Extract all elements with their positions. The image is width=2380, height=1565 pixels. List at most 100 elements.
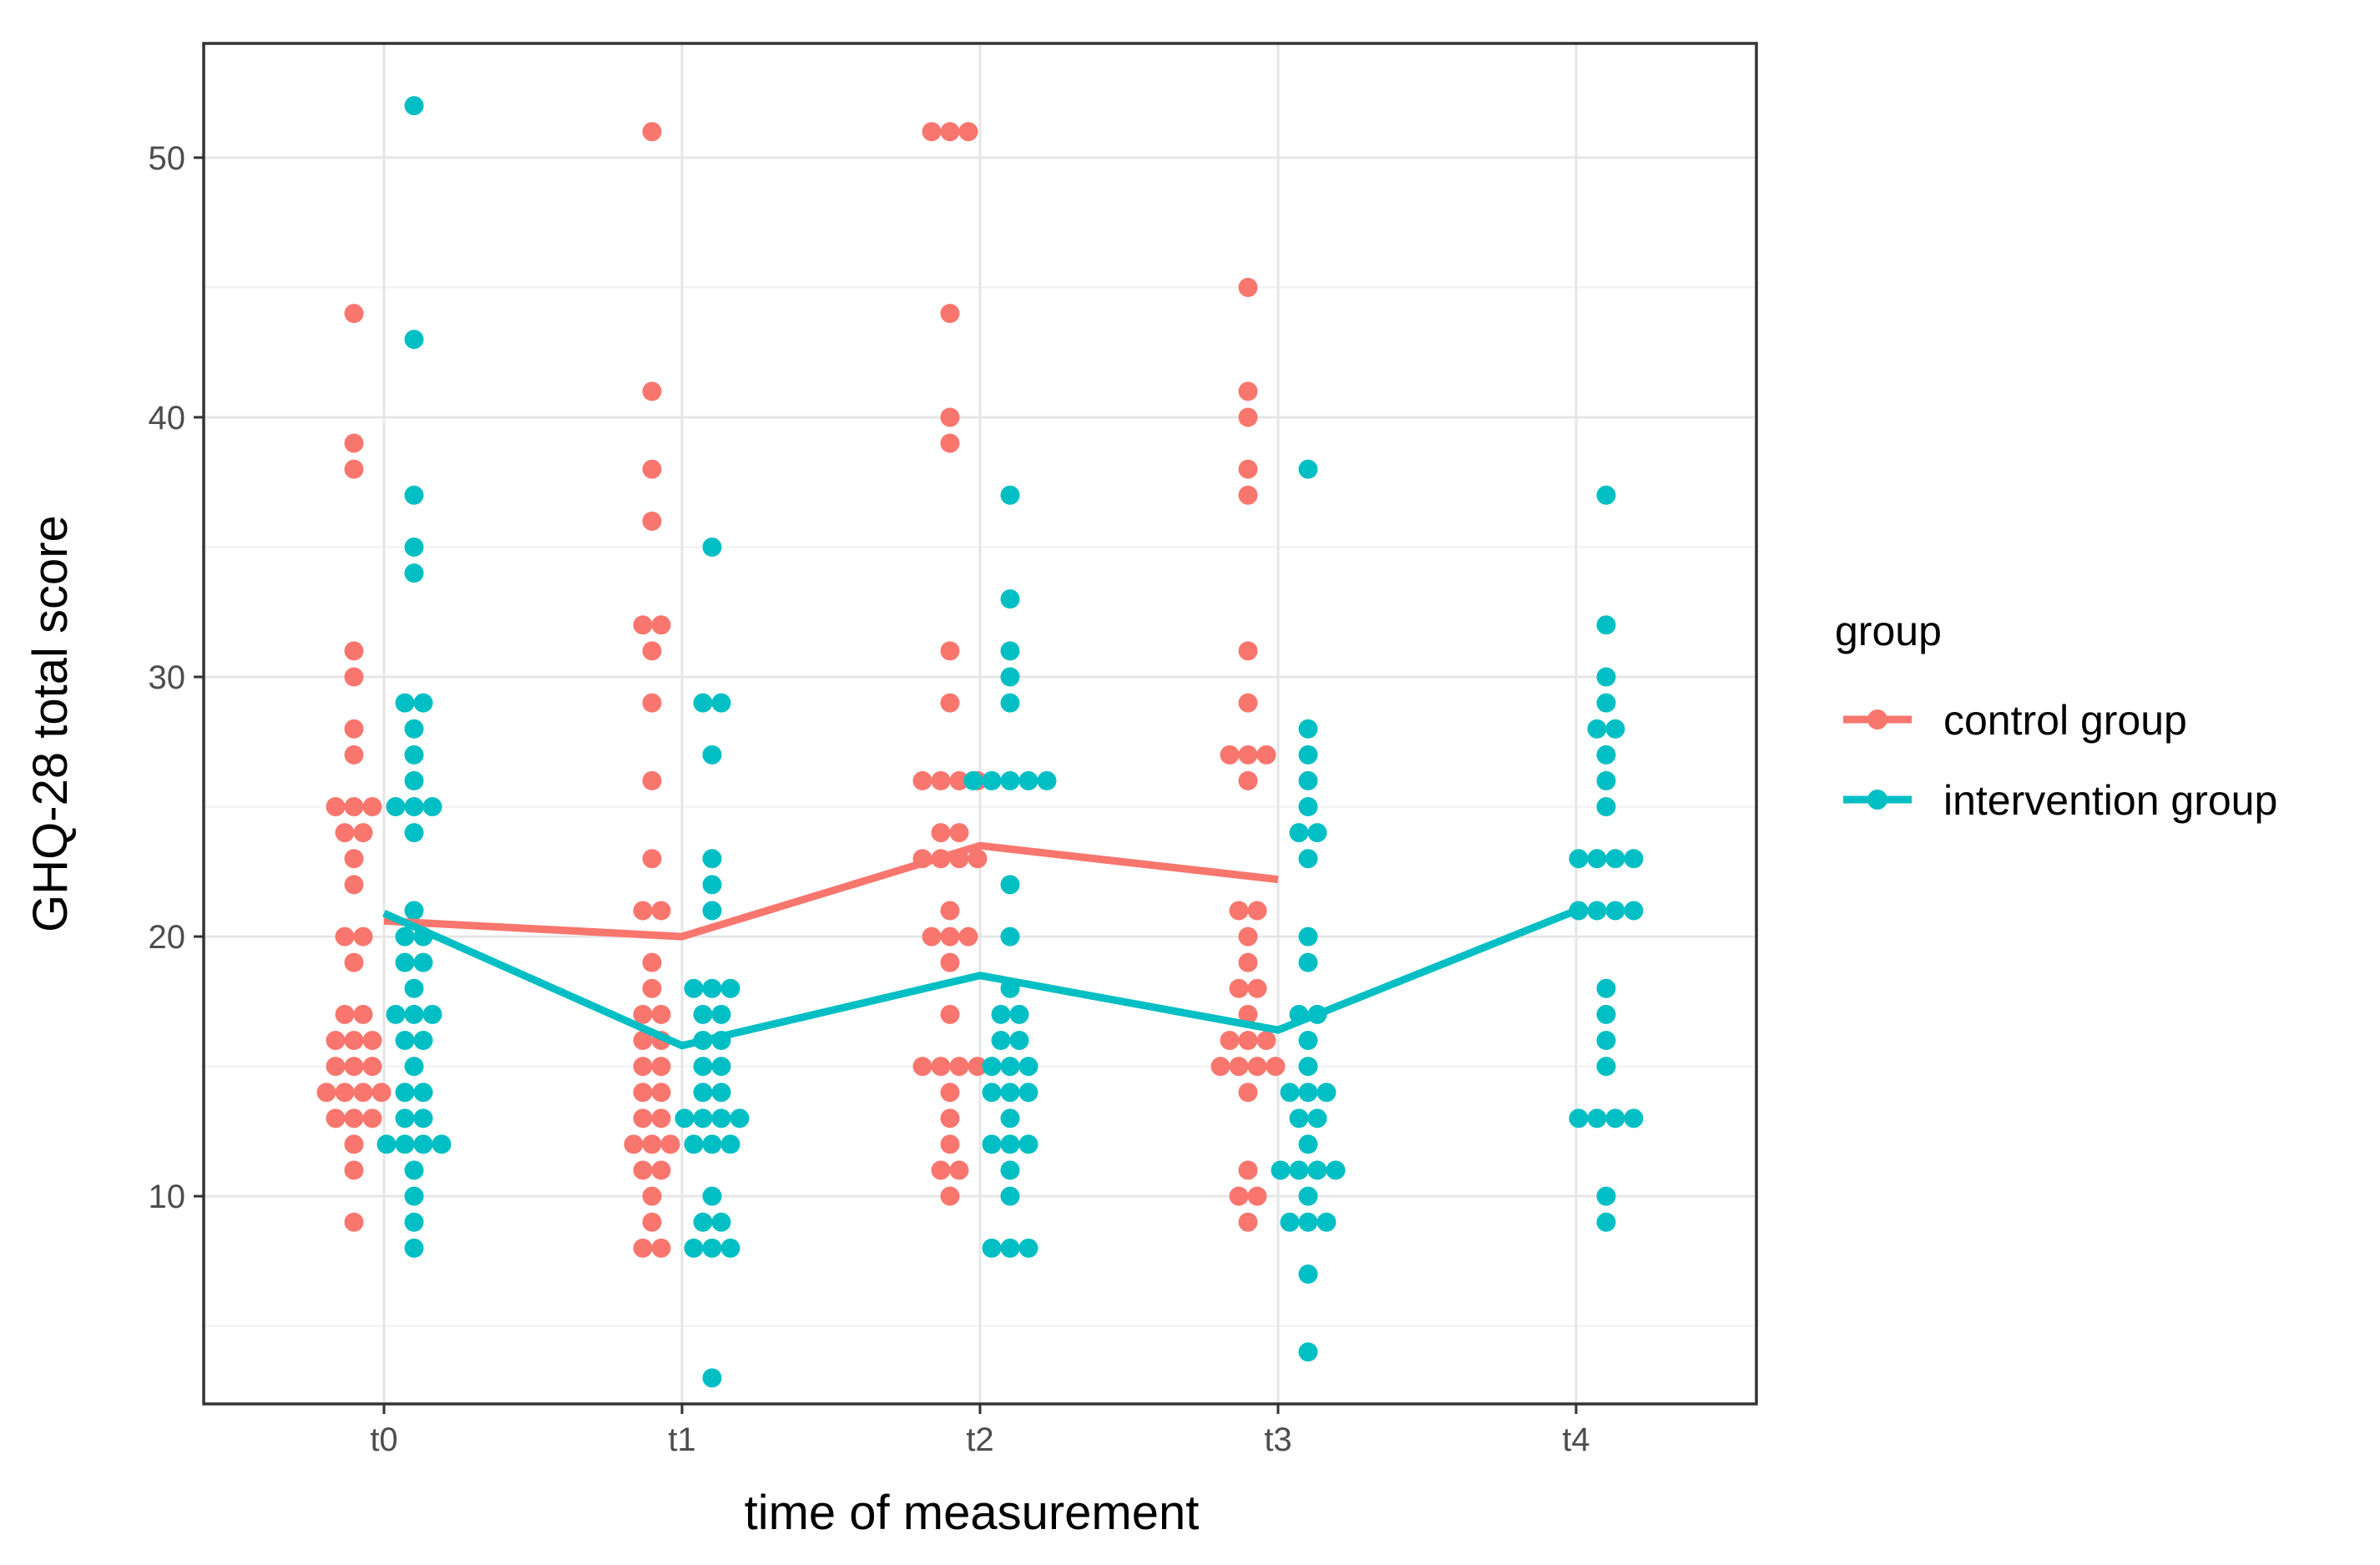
data-point [720, 1238, 740, 1258]
series-line [383, 841, 1279, 941]
data-point [642, 1134, 662, 1154]
y-axis: 10 20 30 40 50 [149, 140, 204, 1215]
data-point [1298, 849, 1318, 869]
data-point [642, 122, 662, 142]
data-point [1298, 926, 1318, 947]
data-point [404, 1212, 424, 1232]
data-point [1298, 770, 1318, 790]
data-point [344, 849, 364, 869]
data-point [1037, 770, 1057, 790]
data-point [344, 1160, 364, 1180]
data-point [1596, 615, 1616, 635]
data-point [326, 1057, 346, 1077]
data-point [949, 1057, 969, 1077]
data-point [413, 693, 433, 713]
data-point [1596, 797, 1616, 817]
data-point [1298, 1342, 1318, 1362]
data-point [702, 745, 722, 765]
data-point [931, 1057, 951, 1077]
data-point [711, 1108, 731, 1128]
data-point [1000, 875, 1020, 895]
series-line [382, 906, 1578, 1050]
data-point [991, 1031, 1011, 1051]
data-point [1229, 901, 1249, 921]
data-point [693, 1108, 713, 1128]
data-point [1298, 1083, 1318, 1103]
data-point [720, 1134, 740, 1154]
data-point [651, 1004, 671, 1024]
data-point [702, 901, 722, 921]
data-point [968, 1057, 988, 1077]
data-point [1596, 667, 1616, 687]
data-point [326, 1108, 346, 1128]
data-point [931, 823, 951, 843]
data-point [422, 1004, 442, 1024]
data-point [344, 797, 364, 817]
data-point [642, 978, 662, 998]
data-point [404, 1004, 424, 1024]
data-point [949, 770, 969, 790]
data-point [344, 459, 364, 479]
data-point [1238, 745, 1258, 765]
data-point [940, 407, 960, 427]
data-point [404, 1186, 424, 1206]
data-point [335, 1083, 355, 1103]
data-point [702, 849, 722, 869]
data-point [1596, 1031, 1616, 1051]
data-point [940, 433, 960, 453]
data-point [362, 1031, 382, 1051]
data-point [1238, 1031, 1258, 1051]
data-point [1307, 1160, 1327, 1180]
data-point [1587, 901, 1607, 921]
data-point [353, 926, 373, 947]
data-point [1238, 952, 1258, 972]
data-point [1298, 1264, 1318, 1284]
data-point [693, 693, 713, 713]
data-point [1569, 1108, 1589, 1128]
data-point [675, 1108, 695, 1128]
data-point [413, 952, 433, 972]
data-point [702, 875, 722, 895]
gridlines [204, 43, 1756, 1404]
data-point [326, 797, 346, 817]
data-point [940, 901, 960, 921]
data-point [1271, 1160, 1291, 1180]
data-point [1238, 1004, 1258, 1024]
x-tick-label: t0 [370, 1421, 397, 1458]
data-point [1326, 1160, 1346, 1180]
data-point [711, 1212, 731, 1232]
data-point [344, 1057, 364, 1077]
data-point [711, 693, 731, 713]
data-point [940, 1083, 960, 1103]
data-point [1229, 1057, 1249, 1077]
data-point [344, 952, 364, 972]
data-point [422, 797, 442, 817]
data-point [404, 1057, 424, 1077]
data-point [1596, 1057, 1616, 1077]
data-point [633, 615, 653, 635]
data-point [1238, 459, 1258, 479]
data-point [1018, 770, 1038, 790]
data-point [1605, 901, 1625, 921]
data-point [633, 1031, 653, 1051]
data-point [1210, 1057, 1230, 1077]
data-point [633, 1238, 653, 1258]
data-point [1596, 485, 1616, 505]
data-point [1307, 823, 1327, 843]
data-point [958, 122, 978, 142]
legend-key-point [1867, 790, 1887, 810]
data-point [1000, 1108, 1020, 1128]
data-point [404, 1160, 424, 1180]
data-point [711, 1057, 731, 1077]
data-point [1298, 797, 1318, 817]
legend: group control group intervention group [1835, 608, 2277, 824]
data-point [1000, 589, 1020, 609]
data-point [642, 641, 662, 661]
data-point [1605, 1108, 1625, 1128]
data-point [1000, 641, 1020, 661]
data-point [642, 849, 662, 869]
data-point [404, 330, 424, 350]
data-point [344, 433, 364, 453]
data-point [693, 1212, 713, 1232]
